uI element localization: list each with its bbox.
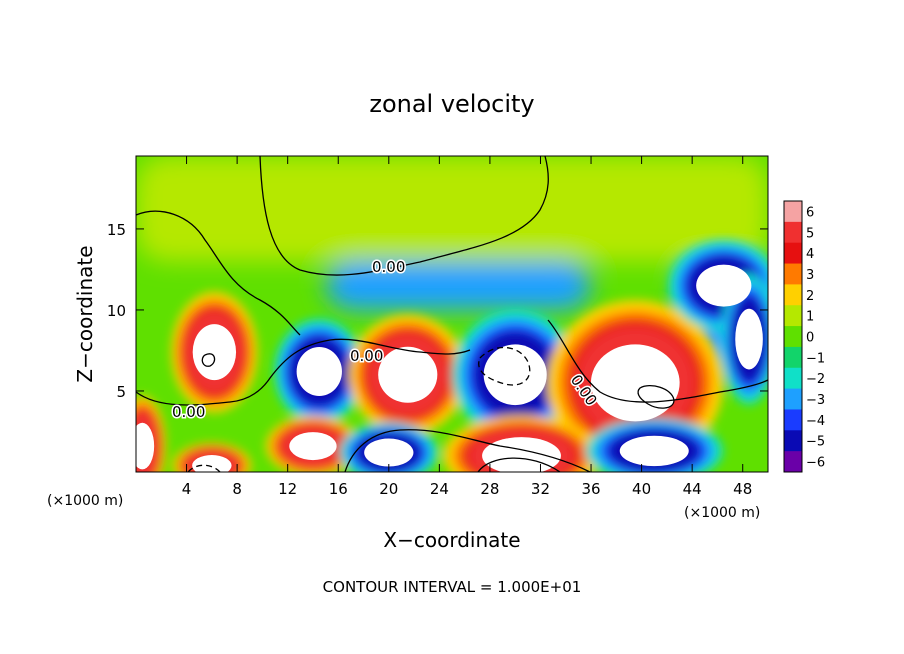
colorbar-swatch xyxy=(784,388,802,410)
colorbar-label: 4 xyxy=(806,247,814,262)
contour-zero-plateau xyxy=(259,156,549,276)
colorbar-label: −3 xyxy=(806,393,825,408)
colorbar-label: −4 xyxy=(806,414,825,429)
contour-bottom-solid xyxy=(477,457,561,472)
contour-inner-left xyxy=(201,353,216,367)
colorbar-label: −1 xyxy=(806,351,825,366)
chart-title: zonal velocity xyxy=(369,90,534,118)
x-tick-label: 44 xyxy=(683,480,702,498)
contour-inner-right xyxy=(637,385,675,409)
contour-bottom-dashed xyxy=(187,464,221,472)
colorbar-swatch xyxy=(784,201,802,223)
contour-interval-note: CONTOUR INTERVAL = 1.000E+01 xyxy=(323,578,582,596)
x-unit-right: (×1000 m) xyxy=(684,505,760,521)
x-tick-label: 36 xyxy=(581,480,600,498)
x-tick-label: 32 xyxy=(531,480,550,498)
x-tick-label: 24 xyxy=(430,480,449,498)
field-region xyxy=(325,261,592,310)
field-blob-core xyxy=(192,324,237,381)
y-tick-label: 15 xyxy=(107,221,126,239)
x-tick-labels: 4 8 12 16 20 24 28 32 36 40 44 48 xyxy=(182,480,752,498)
x-tick-label: 8 xyxy=(232,480,242,498)
contour-negative-dashed xyxy=(478,346,531,386)
colorbar-label: 0 xyxy=(806,331,814,346)
colorbar-label: 2 xyxy=(806,289,814,304)
colorbar-swatch xyxy=(784,221,802,244)
colorbar-swatch xyxy=(784,242,802,265)
velocity-field xyxy=(136,156,768,472)
x-tick-label: 40 xyxy=(632,480,651,498)
field-region xyxy=(136,156,768,262)
colorbar-label: 5 xyxy=(806,226,814,241)
colorbar-swatch xyxy=(784,326,802,348)
contour-label: 0.00 xyxy=(172,403,205,421)
colorbar-swatch xyxy=(784,451,802,473)
y-tick-label: 5 xyxy=(116,383,126,401)
field-blob-core xyxy=(289,432,337,461)
field-blob-core xyxy=(296,347,342,397)
y-axis-label: Z−coordinate xyxy=(73,245,97,382)
colorbar-label: −5 xyxy=(806,435,825,450)
colorbar-swatch xyxy=(784,284,802,306)
contour-low xyxy=(344,429,591,472)
colorbar-label: 1 xyxy=(806,310,814,325)
x-tick-label: 20 xyxy=(379,480,398,498)
colorbar-label: 3 xyxy=(806,268,814,283)
colorbar-label: −2 xyxy=(806,372,825,387)
colorbar-swatch xyxy=(784,409,802,431)
colorbar-label: 6 xyxy=(806,205,814,220)
x-tick-label: 16 xyxy=(329,480,348,498)
x-tick-label: 4 xyxy=(182,480,192,498)
colorbar-swatch xyxy=(784,346,802,369)
field-blob-core xyxy=(619,435,689,467)
field-blob-core xyxy=(483,344,547,406)
plot-frame xyxy=(135,155,769,473)
x-tick-label: 48 xyxy=(733,480,752,498)
colorbar-label: −6 xyxy=(806,456,825,471)
field-blob-core xyxy=(696,264,752,307)
x-tick-label: 12 xyxy=(278,480,297,498)
axis-ticks xyxy=(136,156,768,472)
field-blob-core xyxy=(735,308,763,370)
colorbar-swatch xyxy=(784,263,802,285)
y-tick-labels: 5 10 15 xyxy=(107,221,126,401)
colorbar-swatch xyxy=(784,305,802,327)
field-blob-core xyxy=(364,438,414,467)
colorbar: 6 5 4 3 2 1 0 −1 −2 −3 −4 −5 −6 xyxy=(783,200,825,473)
field-blob-core xyxy=(590,344,680,422)
contour-label: 0.00 xyxy=(372,258,405,276)
contour-zero-mid xyxy=(136,338,471,406)
colorbar-frame xyxy=(783,200,803,473)
x-axis-label: X−coordinate xyxy=(383,528,520,552)
contour-lines xyxy=(136,156,768,472)
field-blob-core xyxy=(378,346,438,403)
field-blob-core xyxy=(136,422,155,470)
field-blob-core xyxy=(192,455,232,472)
x-tick-label: 28 xyxy=(480,480,499,498)
contour-label: 0.00 xyxy=(350,347,383,365)
y-tick-label: 10 xyxy=(107,302,126,320)
x-unit-left: (×1000 m) xyxy=(47,493,123,509)
contour-zero-upper xyxy=(136,210,301,336)
colorbar-swatch xyxy=(784,430,802,452)
colorbar-swatch xyxy=(784,367,802,390)
